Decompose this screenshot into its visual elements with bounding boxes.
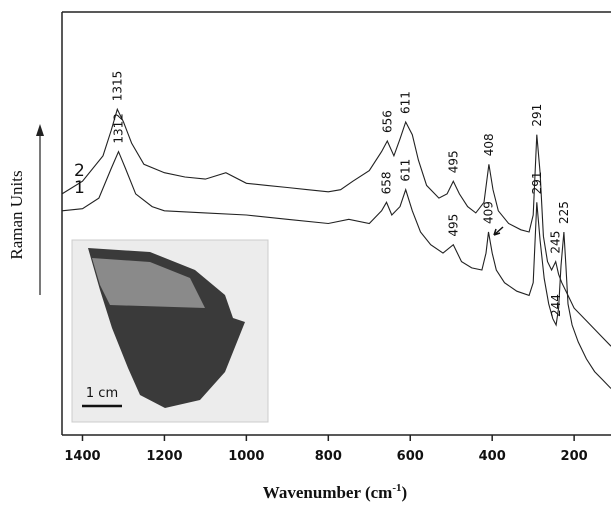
peak-label: 1315 [110,71,124,102]
y-axis-label: Raman Units [7,170,26,259]
spectrum-line [61,150,611,389]
peak-label: 1312 [112,113,126,144]
peak-label: 495 [446,214,460,237]
x-label-main: Wavenumber (cm [263,483,393,502]
peak-label: 225 [557,201,571,224]
y-arrow-head [36,124,44,136]
peak-label: 291 [530,171,544,194]
x-tick-label: 1200 [146,449,182,464]
x-tick-label: 200 [561,449,588,464]
inset-photo: 1 cm [71,239,269,423]
x-tick-label: 1000 [228,449,264,464]
peak-label: 244 [549,294,563,317]
peak-label: 611 [399,91,413,114]
peak-label: 408 [482,133,496,156]
x-axis-label: Wavenumber (cm-1) [263,482,407,502]
series-label: 1 [74,178,85,198]
x-tick-label: 800 [315,449,342,464]
spectrum-line [61,107,611,347]
peak-label: 658 [379,171,393,194]
peak-label: 611 [399,159,413,182]
series-label: 2 [74,161,85,181]
x-tick-label: 600 [397,449,424,464]
peak-arrow [493,226,504,236]
x-tick-label: 1400 [64,449,100,464]
peak-label: 245 [549,231,563,254]
x-label-end: ) [402,483,408,502]
peak-label: 409 [481,201,495,224]
x-tick-label: 400 [479,449,506,464]
x-label-sup: -1 [392,482,401,494]
peak-label: 495 [446,150,460,173]
rock-band [92,258,205,308]
peak-label: 656 [380,110,394,133]
peak-label: 291 [530,104,544,127]
scale-label: 1 cm [86,386,118,401]
